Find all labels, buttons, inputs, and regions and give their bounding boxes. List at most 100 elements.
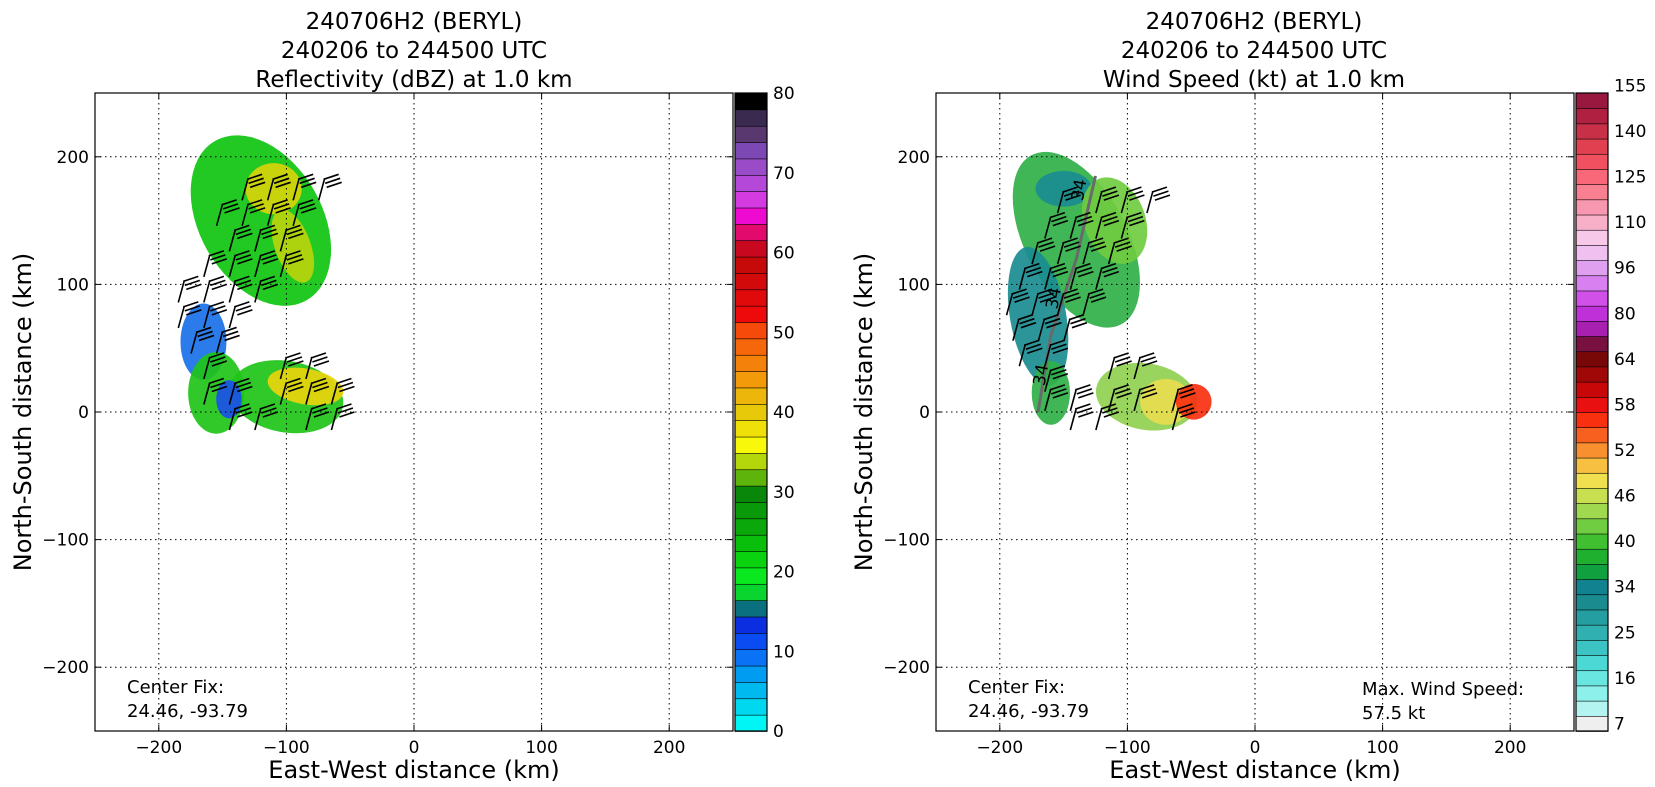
barb-feather — [1141, 360, 1158, 367]
barb-feather — [235, 381, 252, 389]
barb-feather — [1138, 384, 1155, 391]
barb-feather — [299, 203, 315, 210]
barb-staff — [190, 331, 198, 354]
colorbar-tick-label: 70 — [773, 164, 795, 184]
barb-feather — [235, 305, 252, 312]
barb-feather — [273, 203, 290, 210]
barb-feather — [272, 199, 288, 206]
barb-feather — [211, 283, 228, 291]
barb-feather — [1039, 245, 1056, 252]
wind-barb — [1107, 352, 1132, 380]
wind-barb — [1044, 384, 1069, 412]
barb-feather — [234, 250, 250, 257]
barb-feather — [234, 275, 250, 283]
x-tick-label: 100 — [1366, 738, 1398, 758]
colorbar-tick-label: 155 — [1614, 76, 1646, 96]
colorbar-segment — [734, 436, 768, 454]
colorbar-segment — [734, 207, 768, 225]
barb-feather — [300, 207, 317, 214]
barb-feather — [297, 199, 314, 206]
barb-feather — [1116, 392, 1132, 399]
colorbar-segment — [1575, 199, 1609, 216]
barb-feather — [1127, 215, 1144, 223]
barb-staff — [1095, 267, 1103, 290]
colorbar-segment — [1575, 290, 1609, 307]
barb-staff — [203, 382, 211, 405]
colorbar-segment — [1575, 335, 1609, 353]
barb-feather — [1177, 384, 1193, 391]
colorbar-segment — [1575, 214, 1609, 231]
barb-feather — [285, 224, 301, 232]
barb-feather — [237, 385, 253, 393]
barb-feather — [275, 181, 291, 189]
barb-feather — [1043, 313, 1059, 321]
barb-feather — [237, 309, 253, 316]
wind-barb — [228, 377, 253, 405]
colorbar-tick-label: 58 — [1614, 395, 1636, 415]
barb-feather — [210, 381, 226, 389]
barb-feather — [326, 181, 342, 189]
barb-feather — [259, 275, 276, 283]
barb-staff — [1044, 369, 1052, 392]
barb-feather — [1103, 219, 1120, 227]
barb-feather — [248, 203, 264, 210]
colorbar-segment — [1575, 274, 1609, 292]
barb-feather — [1063, 241, 1080, 248]
barb-staff — [330, 382, 339, 405]
barb-feather — [1049, 211, 1066, 219]
colorbar-tick-label: 125 — [1614, 168, 1646, 188]
barb-staff — [203, 356, 211, 380]
barb-staff — [215, 203, 224, 227]
colorbar-segment — [734, 534, 768, 552]
colorbar-segment — [1575, 168, 1609, 185]
barb-feather — [237, 258, 253, 265]
barb-feather — [234, 301, 250, 308]
colorbar-segment — [1575, 381, 1609, 398]
barb-staff — [1082, 241, 1090, 265]
colorbar-tick-label: 80 — [773, 84, 795, 104]
barb-feather — [1036, 237, 1053, 244]
colorbar-segment — [1575, 366, 1609, 383]
x-tick-label: −200 — [976, 738, 1023, 758]
barb-staff — [1146, 190, 1154, 214]
colorbar-segment — [1575, 107, 1609, 125]
barb-staff — [228, 254, 237, 278]
barb-feather — [1126, 211, 1142, 219]
barb-feather — [1075, 262, 1091, 270]
colorbar-segment — [1575, 563, 1609, 580]
barb-feather — [1075, 211, 1091, 219]
colorbar-tick-label: 10 — [773, 642, 795, 662]
barb-feather — [336, 377, 352, 385]
barb-feather — [1113, 237, 1129, 244]
barb-feather — [1027, 270, 1043, 278]
barb-feather — [1100, 211, 1117, 219]
barb-feather — [339, 385, 355, 393]
barb-staff — [1133, 356, 1141, 380]
barb-feather — [183, 275, 199, 283]
barb-feather — [222, 203, 239, 210]
barb-staff — [1012, 318, 1020, 341]
barb-feather — [261, 407, 277, 414]
colorbar-segment — [1575, 411, 1609, 428]
barb-staff — [305, 356, 313, 380]
barb-feather — [1068, 313, 1085, 321]
center-fix-annotation: 24.46, -93.79 — [968, 701, 1089, 722]
barb-feather — [1049, 364, 1066, 372]
wind-barb — [254, 224, 279, 252]
contour-label: 34 — [1068, 178, 1091, 203]
colorbar-segment — [734, 305, 768, 323]
barb-feather — [1027, 347, 1043, 354]
barb-feather — [1177, 403, 1193, 410]
barb-staff — [1005, 292, 1014, 316]
colorbar-segment — [1575, 153, 1609, 170]
y-tick-label: −200 — [883, 658, 930, 678]
barb-feather — [1046, 321, 1062, 329]
colorbar-tick-label: 140 — [1614, 122, 1646, 142]
barb-staff — [1031, 292, 1039, 316]
barb-staff — [228, 280, 237, 303]
colorbar-segment — [734, 256, 768, 274]
colorbar-tick-label: 40 — [1614, 532, 1636, 552]
y-tick-label: −100 — [883, 531, 930, 551]
wind-barb — [254, 275, 279, 303]
colorbar-segment — [734, 501, 768, 520]
